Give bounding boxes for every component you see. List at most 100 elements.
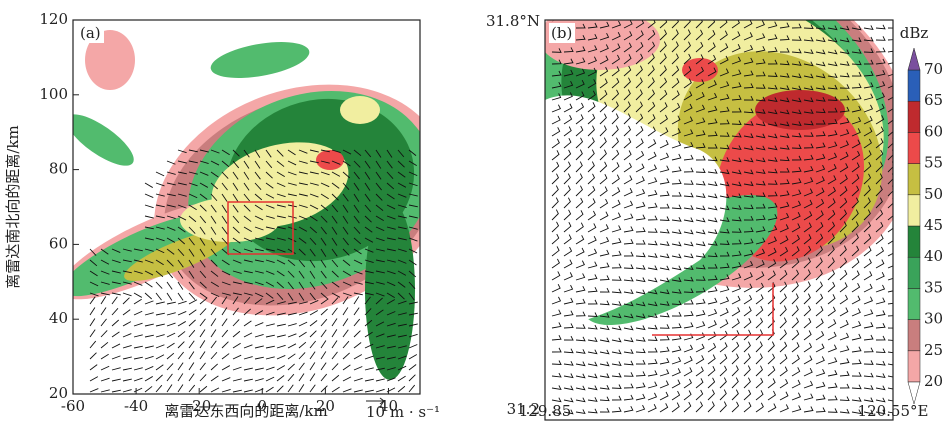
wind-barb xyxy=(611,313,622,319)
wind-vector xyxy=(287,363,295,371)
wind-barb xyxy=(803,24,814,29)
wind-vector xyxy=(265,171,273,179)
wind-barb xyxy=(719,365,728,377)
wind-barb xyxy=(803,188,813,197)
wind-barb xyxy=(695,287,706,293)
wind-vector xyxy=(177,149,187,154)
wind-vector xyxy=(276,355,286,360)
wind-vector xyxy=(276,193,286,198)
wind-barb xyxy=(719,144,730,150)
wind-barb xyxy=(803,234,812,245)
wind-vector xyxy=(199,182,209,188)
wind-vector xyxy=(353,193,360,202)
wind-barb xyxy=(719,193,730,199)
wind-vector xyxy=(243,292,253,296)
wind-barb xyxy=(827,331,837,341)
wind-barb xyxy=(671,65,680,77)
wind-vector xyxy=(111,292,121,296)
wind-vector xyxy=(144,237,154,241)
wind-barb xyxy=(563,47,574,53)
wind-barb xyxy=(623,162,632,173)
wind-vector xyxy=(243,215,252,222)
wind-barb xyxy=(551,173,559,185)
wind-barb xyxy=(779,329,787,341)
wind-vector xyxy=(287,248,296,255)
wind-vector xyxy=(199,237,206,246)
wind-barb xyxy=(635,227,646,233)
wind-vector xyxy=(375,388,385,393)
wind-vector xyxy=(309,215,318,222)
wind-vector xyxy=(243,204,251,212)
wind-vector xyxy=(397,281,406,288)
wind-barb xyxy=(827,281,836,293)
wind-vector xyxy=(342,270,351,277)
wind-vector xyxy=(155,193,165,197)
wind-barb xyxy=(611,187,621,197)
wind-vector xyxy=(100,281,110,285)
wind-vector xyxy=(298,204,308,208)
wind-barb xyxy=(563,348,574,354)
wind-vector xyxy=(364,171,371,180)
wind-barb xyxy=(887,185,893,197)
wind-vector xyxy=(364,193,371,202)
wind-vector xyxy=(133,292,143,298)
wind-vector xyxy=(331,237,338,246)
wind-vector xyxy=(386,204,396,210)
echo-region xyxy=(316,150,344,170)
wind-vector xyxy=(397,312,407,316)
wind-vector xyxy=(309,373,316,382)
wind-barb xyxy=(791,109,802,115)
wind-barb xyxy=(623,325,634,331)
wind-vector xyxy=(408,259,417,266)
wind-vector xyxy=(265,149,272,158)
wind-barb xyxy=(647,114,656,125)
wind-vector xyxy=(342,182,350,191)
wind-vector xyxy=(254,292,264,298)
wind-vector xyxy=(276,281,285,289)
wind-vector xyxy=(133,281,143,286)
wind-barb xyxy=(611,349,622,355)
wind-barb xyxy=(731,273,742,281)
wind-vector xyxy=(210,351,218,360)
wind-vector xyxy=(298,193,308,197)
wind-barb xyxy=(827,382,838,389)
wind-barb xyxy=(803,36,814,42)
wind-barb xyxy=(623,372,634,377)
wind-barb xyxy=(779,391,789,401)
wind-barb xyxy=(611,137,619,149)
wind-vector xyxy=(166,292,173,301)
wind-barb xyxy=(719,377,727,389)
wind-barb xyxy=(695,168,706,173)
wind-vector xyxy=(166,160,176,165)
wind-barb xyxy=(635,239,646,245)
wind-barb xyxy=(827,209,836,221)
wind-barb xyxy=(719,157,730,162)
wind-barb xyxy=(863,185,871,197)
wind-barb xyxy=(671,53,679,65)
wind-vector xyxy=(221,237,229,245)
wind-vector xyxy=(188,171,198,175)
wind-vector xyxy=(243,389,253,393)
wind-barb xyxy=(683,167,694,173)
wind-vector xyxy=(188,309,197,316)
wind-barb xyxy=(815,281,823,293)
wind-barb xyxy=(839,371,850,377)
wind-barb xyxy=(563,173,571,185)
wind-barb xyxy=(731,318,740,329)
wind-vector xyxy=(232,193,239,202)
wind-barb xyxy=(875,103,885,113)
wind-barb xyxy=(623,276,634,282)
y-tick-label: 60 xyxy=(49,234,68,252)
wind-vector xyxy=(375,345,385,349)
wind-barb xyxy=(755,305,764,317)
wind-barb xyxy=(863,209,871,221)
wind-vector xyxy=(100,377,110,382)
wind-vector xyxy=(353,270,363,275)
wind-vector xyxy=(397,300,407,305)
wind-barb xyxy=(683,20,691,29)
wind-barb xyxy=(599,275,610,281)
wind-barb xyxy=(563,234,572,245)
wind-barb xyxy=(563,149,572,161)
wind-barb xyxy=(827,186,836,197)
wind-barb xyxy=(875,323,886,329)
